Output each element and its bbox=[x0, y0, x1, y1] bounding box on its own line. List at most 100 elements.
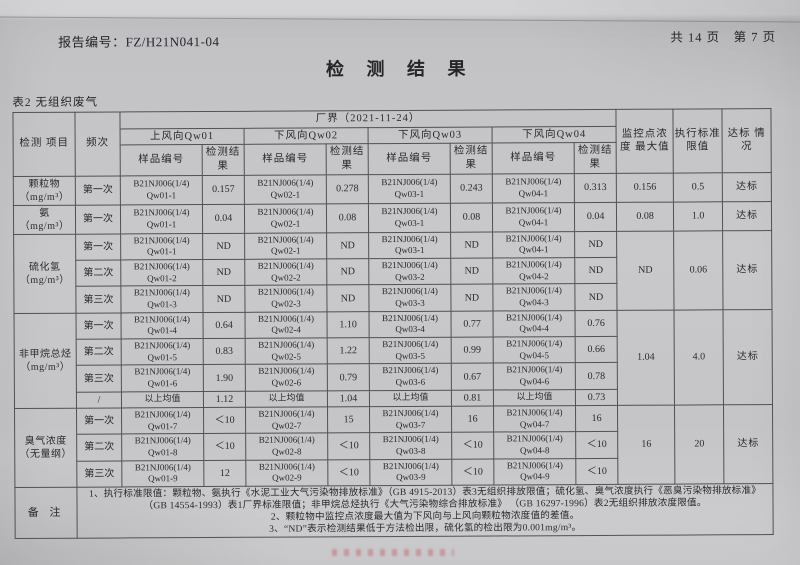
sample-number-cell: B21NJ006(1/4) Qw03-6 bbox=[369, 363, 452, 391]
page-title: 检 测 结 果 bbox=[325, 58, 475, 80]
result-cell: ND bbox=[326, 284, 370, 312]
col-header-item: 检测 项目 bbox=[12, 112, 76, 177]
page-header: 报告编号：FZ/H21N041-04 共 14 页 第 7 页 bbox=[0, 22, 800, 51]
result-cell: 1.22 bbox=[327, 337, 370, 365]
result-cell: ND bbox=[450, 284, 494, 311]
col-header-result-1: 检测结果 bbox=[202, 144, 245, 176]
sample-number-cell: B21NJ006(1/4) Qw04-8 bbox=[493, 431, 576, 459]
col-header-result-3: 检测结果 bbox=[450, 143, 493, 174]
sample-number-cell: B21NJ006(1/4) Qw03-8 bbox=[369, 432, 452, 460]
result-cell: ＜10 bbox=[203, 433, 246, 461]
result-cell: 0.99 bbox=[451, 337, 494, 364]
page-count: 共 14 页 第 7 页 bbox=[670, 30, 777, 45]
sample-number-cell: B21NJ006(1/4) Qw02-2 bbox=[244, 258, 327, 286]
result-cell: 0.157 bbox=[202, 174, 245, 205]
compliance-cell: 达标 bbox=[723, 309, 773, 405]
limit-cell: 4.0 bbox=[674, 309, 724, 405]
sample-number-cell: 以上均值 bbox=[245, 390, 328, 408]
table-row: 氨 （mg/m³） 第一次 B21NJ006(1/4) Qw01-1 0.04 B21N… bbox=[13, 201, 772, 235]
result-cell: ＜10 bbox=[575, 431, 618, 459]
sample-number-cell: B21NJ006(1/4) Qw02-9 bbox=[245, 459, 328, 487]
sample-number-cell: B21NJ006(1/4) Qw04-1 bbox=[492, 202, 575, 232]
sample-number-cell: B21NJ006(1/4) Qw04-5 bbox=[493, 336, 576, 364]
col-header-downwind-qw03: 下风向Qw03 bbox=[368, 126, 493, 144]
col-header-sample-no-4: 样品编号 bbox=[492, 142, 575, 174]
result-cell: 0.64 bbox=[203, 312, 246, 339]
result-cell: ＜10 bbox=[327, 459, 370, 486]
max-concentration-cell: 16 bbox=[617, 404, 676, 485]
col-header-result-4: 检测结果 bbox=[574, 142, 617, 174]
frequency-cell: 第二次 bbox=[76, 339, 122, 366]
remarks-label: 备 注 bbox=[14, 487, 78, 539]
result-cell: ＜10 bbox=[451, 458, 494, 486]
result-cell: ＜10 bbox=[575, 457, 619, 485]
sample-number-cell: B21NJ006(1/4) Qw02-3 bbox=[244, 285, 328, 313]
result-cell: 0.08 bbox=[450, 202, 493, 232]
sample-number-cell: B21NJ006(1/4) Qw01-1 bbox=[120, 233, 203, 260]
col-header-frequency: 频次 bbox=[74, 111, 121, 176]
limit-cell: 0.5 bbox=[673, 172, 723, 202]
sample-number-cell: B21NJ006(1/4) Qw04-9 bbox=[493, 458, 576, 485]
frequency-cell: 第一次 bbox=[76, 312, 122, 340]
sample-number-cell: B21NJ006(1/4) Qw04-1 bbox=[492, 231, 575, 258]
result-cell: ＜10 bbox=[327, 432, 370, 460]
frequency-cell: 第三次 bbox=[75, 286, 122, 313]
col-header-limit: 执行标准 限值 bbox=[673, 108, 723, 173]
item-cell: 颗粒物 （mg/m³） bbox=[13, 175, 76, 206]
result-cell: 0.08 bbox=[326, 203, 369, 233]
result-cell: 0.04 bbox=[574, 201, 617, 232]
item-cell: 氨 （mg/m³） bbox=[13, 204, 76, 235]
result-cell: 1.10 bbox=[327, 311, 370, 338]
result-cell: ND bbox=[326, 232, 369, 259]
result-cell: ND bbox=[202, 285, 246, 313]
result-cell: 1.04 bbox=[327, 390, 370, 407]
sample-number-cell: B21NJ006(1/4) Qw01-8 bbox=[121, 433, 204, 461]
sample-number-cell: B21NJ006(1/4) Qw04-6 bbox=[493, 363, 576, 390]
result-cell: 0.73 bbox=[575, 389, 618, 406]
max-concentration-cell: ND bbox=[616, 230, 675, 311]
table-row: 颗粒物 （mg/m³） 第一次 B21NJ006(1/4) Qw01-1 0.157 B… bbox=[13, 172, 772, 206]
max-concentration-cell: 0.08 bbox=[616, 201, 674, 231]
sample-number-cell: B21NJ006(1/4) Qw02-1 bbox=[244, 232, 327, 260]
col-header-downwind-qw04: 下风向Qw04 bbox=[492, 126, 617, 144]
sample-number-cell: B21NJ006(1/4) Qw03-7 bbox=[369, 406, 452, 433]
item-cell: 臭气浓度 （无量纲） bbox=[14, 408, 77, 488]
sample-number-cell: B21NJ006(1/4) Qw01-9 bbox=[121, 460, 204, 487]
sample-number-cell: B21NJ006(1/4) Qw03-1 bbox=[368, 231, 451, 259]
limit-cell: 0.06 bbox=[673, 230, 724, 310]
sample-number-cell: B21NJ006(1/4) Qw03-1 bbox=[368, 202, 451, 233]
frequency-cell: 第三次 bbox=[76, 460, 122, 488]
sample-number-cell: B21NJ006(1/4) Qw02-5 bbox=[245, 337, 328, 365]
sample-number-cell: B21NJ006(1/4) Qw04-2 bbox=[492, 257, 575, 285]
sample-number-cell: B21NJ006(1/4) Qw01-4 bbox=[121, 312, 204, 340]
sample-number-cell: B21NJ006(1/4) Qw01-5 bbox=[121, 338, 204, 366]
sample-number-cell: B21NJ006(1/4) Qw03-3 bbox=[368, 284, 452, 312]
sample-number-cell: B21NJ006(1/4) Qw02-1 bbox=[244, 203, 327, 233]
result-cell: 1.90 bbox=[203, 364, 246, 392]
result-cell: 16 bbox=[575, 405, 618, 432]
col-header-downwind-qw02: 下风向Qw02 bbox=[244, 127, 369, 145]
limit-cell: 20 bbox=[674, 404, 725, 485]
table-row: 硫化氢 （mg/m³） 第一次 B21NJ006(1/4) Qw01-1 ND B21N… bbox=[13, 230, 773, 314]
frequency-cell: 第二次 bbox=[76, 434, 122, 461]
table-caption: 表2 无组织废气 bbox=[12, 96, 99, 110]
sample-number-cell: B21NJ006(1/4) Qw03-4 bbox=[369, 310, 452, 338]
limit-cell: 1.0 bbox=[673, 201, 723, 231]
frequency-cell: 第二次 bbox=[75, 259, 121, 287]
sample-number-cell: B21NJ006(1/4) Qw04-3 bbox=[492, 283, 576, 311]
sample-number-cell: B21NJ006(1/4) Qw01-2 bbox=[120, 259, 203, 287]
result-cell: ＜10 bbox=[203, 407, 246, 434]
sample-number-cell: B21NJ006(1/4) Qw03-2 bbox=[368, 258, 451, 285]
sample-number-cell: B21NJ006(1/4) Qw04-7 bbox=[493, 405, 576, 433]
result-cell: 0.77 bbox=[451, 310, 494, 338]
max-concentration-cell: 0.156 bbox=[616, 172, 674, 202]
frequency-cell: 第一次 bbox=[75, 175, 121, 205]
result-cell: 0.83 bbox=[203, 338, 246, 365]
result-cell: ND bbox=[450, 257, 493, 285]
sample-number-cell: 以上均值 bbox=[121, 391, 204, 408]
sample-number-cell: B21NJ006(1/4) Qw01-1 bbox=[120, 175, 203, 205]
sample-number-cell: B21NJ006(1/4) Qw04-1 bbox=[492, 173, 575, 203]
sample-number-cell: B21NJ006(1/4) Qw01-6 bbox=[121, 364, 204, 392]
sample-number-cell: B21NJ006(1/4) Qw01-7 bbox=[121, 407, 204, 435]
